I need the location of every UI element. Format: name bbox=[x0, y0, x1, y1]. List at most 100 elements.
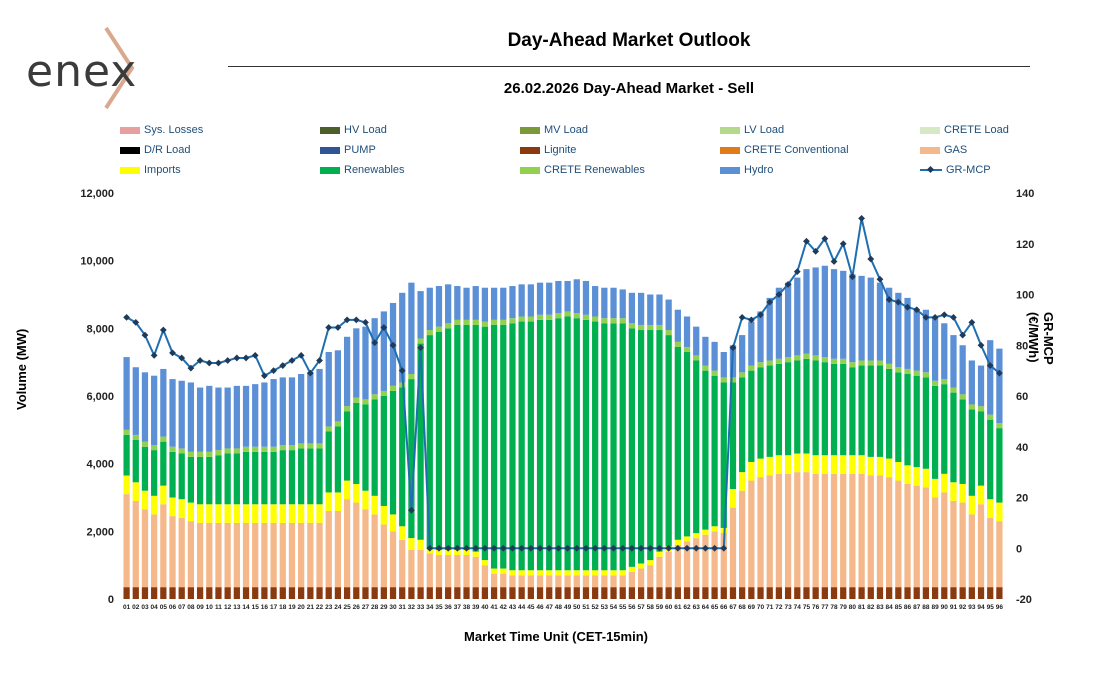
mcp-point bbox=[408, 506, 415, 514]
bar-gas bbox=[592, 575, 599, 588]
x-tick-label: 36 bbox=[445, 604, 453, 611]
mcp-point bbox=[426, 544, 434, 552]
bar-imports bbox=[417, 539, 424, 550]
bar-hydro bbox=[647, 294, 654, 325]
bar-lignite bbox=[821, 587, 828, 599]
bar-renewables bbox=[601, 323, 608, 571]
x-tick-label: 49 bbox=[564, 604, 572, 611]
bar-crete-renewables bbox=[141, 441, 149, 447]
bar-imports bbox=[601, 570, 608, 576]
bar-hydro bbox=[922, 309, 930, 373]
bar-crete-renewables bbox=[959, 394, 966, 400]
bar-lignite bbox=[564, 587, 571, 599]
bar-crete-renewables bbox=[472, 319, 479, 325]
x-tick-label: 87 bbox=[913, 604, 921, 611]
x-tick-label: 68 bbox=[739, 604, 747, 611]
x-tick-label: 44 bbox=[518, 604, 526, 611]
bar-lignite bbox=[472, 587, 479, 599]
bar-renewables bbox=[169, 451, 176, 498]
bar-imports bbox=[637, 563, 645, 569]
bar-lignite bbox=[463, 587, 470, 599]
mcp-point bbox=[803, 237, 810, 245]
bar-crete-renewables bbox=[904, 368, 911, 374]
bar-renewables bbox=[334, 426, 342, 493]
bar-gas bbox=[739, 490, 746, 588]
bar-imports bbox=[141, 490, 149, 510]
x-tick-label: 12 bbox=[224, 604, 232, 611]
y-right-tick-label: 0 bbox=[1016, 543, 1022, 555]
bar-imports bbox=[371, 495, 378, 515]
bar-crete-renewables bbox=[481, 321, 489, 327]
bar-hydro bbox=[224, 387, 231, 449]
bar-renewables bbox=[803, 358, 810, 454]
bar-gas bbox=[702, 534, 709, 588]
x-tick-label: 48 bbox=[555, 604, 563, 611]
bar-gas bbox=[867, 475, 874, 588]
bar-hydro bbox=[803, 269, 810, 354]
bar-crete-renewables bbox=[252, 446, 259, 452]
bar-lignite bbox=[500, 587, 507, 599]
mcp-point bbox=[398, 367, 406, 375]
bar-renewables bbox=[610, 323, 617, 571]
bar-hydro bbox=[288, 377, 296, 446]
bar-hydro bbox=[325, 352, 332, 427]
x-tick-label: 01 bbox=[123, 604, 131, 611]
bar-gas bbox=[748, 480, 755, 588]
bar-imports bbox=[840, 455, 847, 474]
bar-crete-renewables bbox=[941, 379, 948, 385]
bar-hydro bbox=[739, 335, 746, 373]
bar-lignite bbox=[270, 587, 277, 599]
bar-gas bbox=[252, 522, 259, 588]
bar-gas bbox=[463, 555, 470, 588]
legend-swatch bbox=[120, 166, 140, 174]
x-tick-label: 91 bbox=[950, 604, 958, 611]
bar-renewables bbox=[674, 346, 681, 540]
x-tick-label: 41 bbox=[490, 604, 498, 611]
bar-imports bbox=[766, 456, 773, 476]
bar-crete-renewables bbox=[610, 318, 617, 324]
bar-imports bbox=[500, 568, 507, 574]
bar-gas bbox=[518, 575, 525, 588]
bar-lignite bbox=[546, 587, 553, 599]
bar-gas bbox=[261, 522, 268, 588]
x-tick-label: 09 bbox=[196, 604, 204, 611]
bar-hydro bbox=[931, 316, 939, 381]
bar-imports bbox=[261, 504, 268, 523]
x-tick-label: 20 bbox=[298, 604, 306, 611]
legend-item-crete-load: CRETE Load bbox=[920, 122, 1009, 138]
bar-imports bbox=[913, 467, 920, 486]
bar-lignite bbox=[242, 587, 250, 599]
bar-lignite bbox=[334, 587, 342, 599]
x-tick-label: 40 bbox=[481, 604, 489, 611]
bar-lignite bbox=[931, 587, 939, 599]
mcp-point bbox=[334, 324, 342, 331]
bar-imports bbox=[674, 539, 681, 545]
bar-crete-renewables bbox=[536, 314, 544, 320]
bar-crete-renewables bbox=[417, 338, 424, 344]
bar-gas bbox=[931, 497, 939, 588]
x-tick-label: 55 bbox=[619, 604, 627, 611]
bar-gas bbox=[169, 516, 176, 588]
bar-renewables bbox=[380, 396, 387, 506]
bar-hydro bbox=[748, 321, 755, 366]
bar-lignite bbox=[298, 587, 305, 599]
bar-hydro bbox=[279, 377, 286, 446]
bar-imports bbox=[252, 504, 259, 523]
bar-lignite bbox=[766, 587, 773, 599]
bar-imports bbox=[628, 566, 636, 572]
bar-crete-renewables bbox=[454, 319, 461, 325]
bar-lignite bbox=[904, 587, 911, 599]
bar-lignite bbox=[656, 587, 663, 599]
legend-label: Imports bbox=[144, 164, 181, 176]
bar-hydro bbox=[160, 368, 167, 437]
legend-item-imports: Imports bbox=[120, 162, 181, 178]
mcp-point bbox=[435, 544, 443, 552]
bar-crete-renewables bbox=[886, 363, 893, 369]
legend-item-gas: GAS bbox=[920, 142, 967, 158]
bar-lignite bbox=[693, 587, 700, 599]
legend-swatch bbox=[320, 126, 340, 134]
y-right-tick-label: 120 bbox=[1016, 239, 1034, 251]
y-right-tick-label: -20 bbox=[1016, 594, 1032, 606]
bar-renewables bbox=[592, 321, 599, 571]
bar-crete-renewables bbox=[270, 446, 277, 452]
